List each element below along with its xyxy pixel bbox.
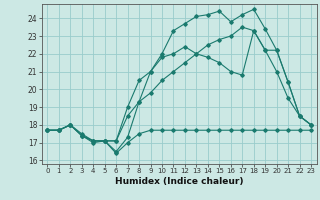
X-axis label: Humidex (Indice chaleur): Humidex (Indice chaleur): [115, 177, 244, 186]
